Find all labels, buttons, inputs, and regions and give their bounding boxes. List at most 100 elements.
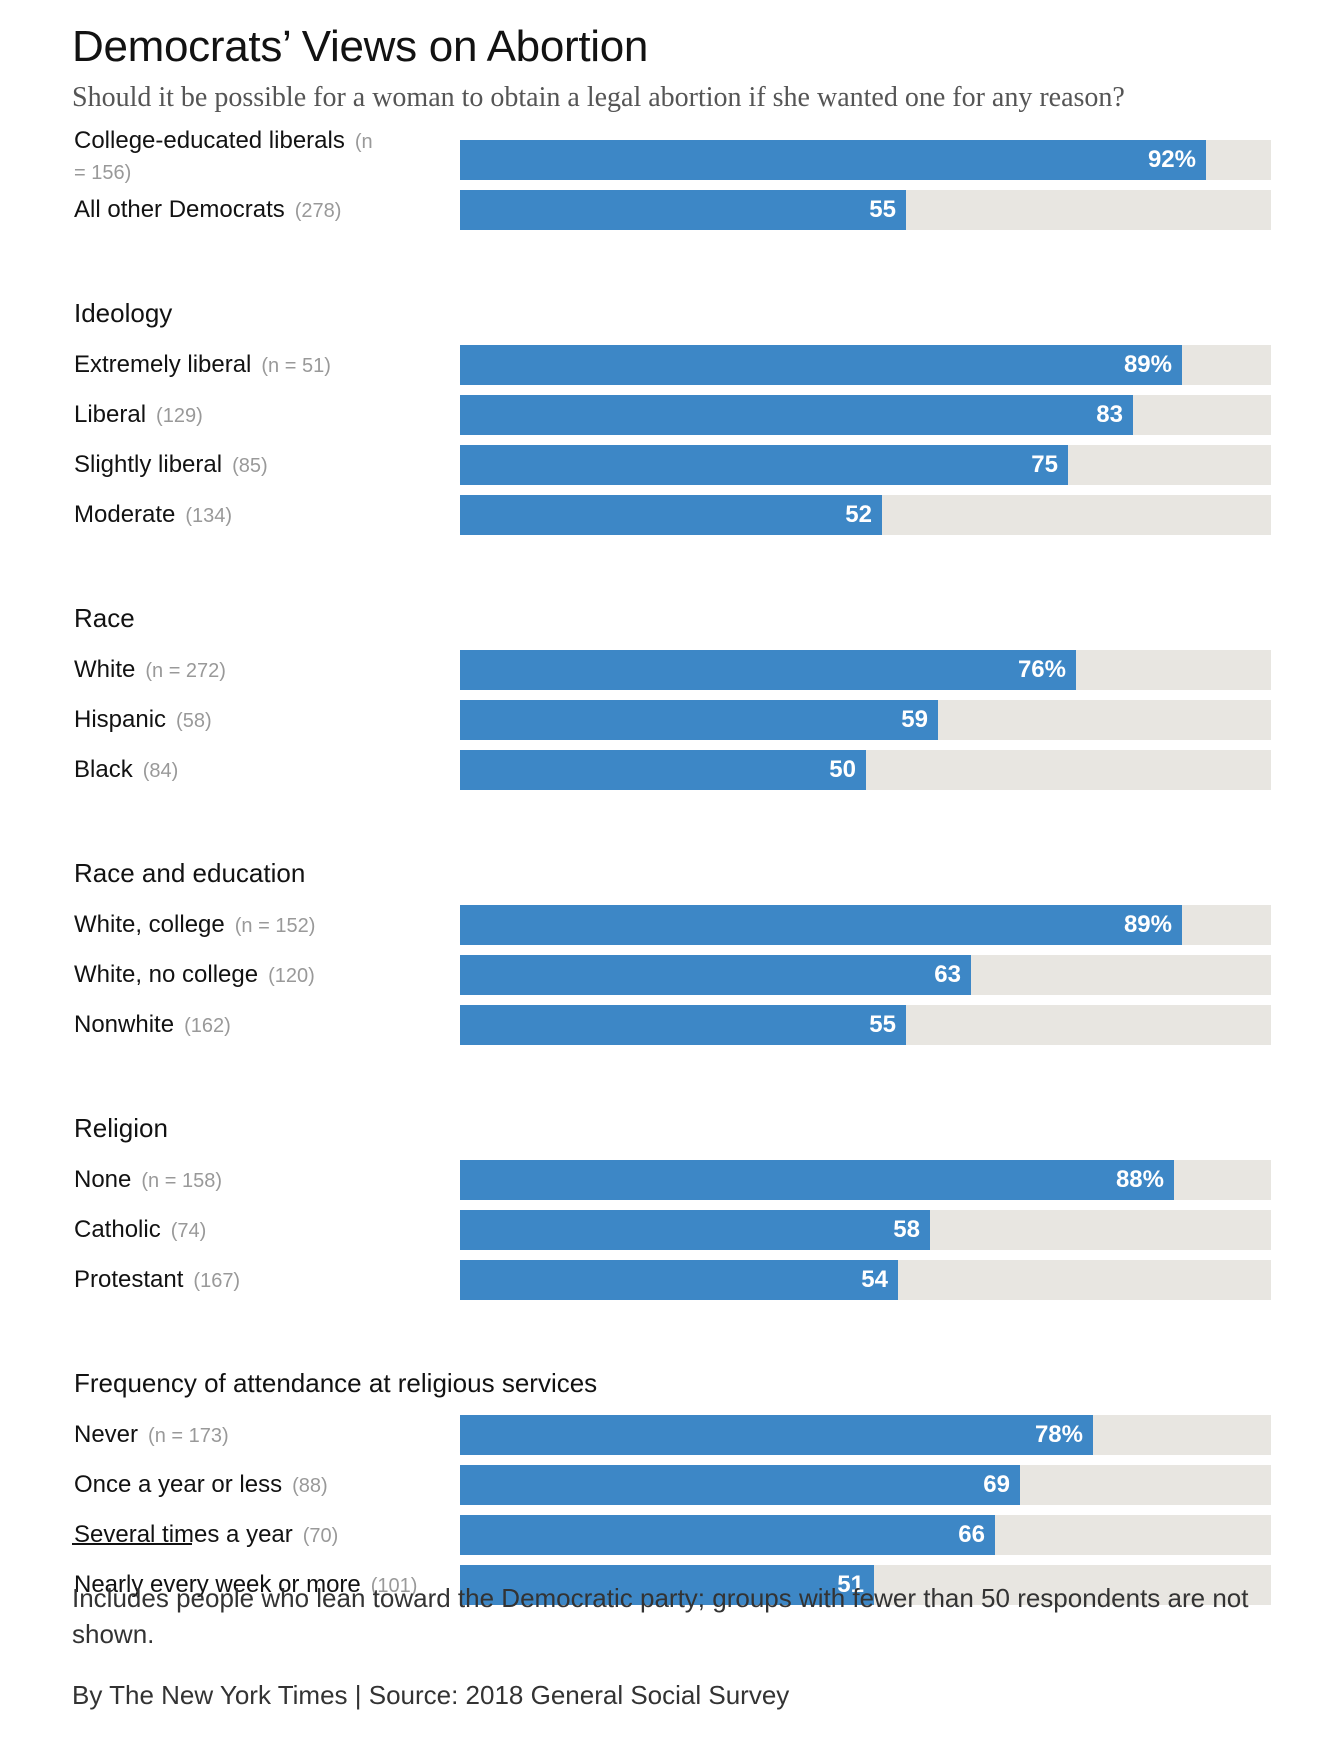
bar: 52 <box>460 495 882 535</box>
bar-value-label: 54 <box>861 1266 888 1293</box>
bar-value-label: 66 <box>958 1521 985 1548</box>
bar-value-label: 78% <box>1034 1421 1083 1448</box>
bar-value-label: 76% <box>1017 656 1066 683</box>
sample-size: (n = 156) <box>74 131 373 184</box>
section-heading: Ideology <box>74 298 173 328</box>
bar: 89% <box>460 905 1182 945</box>
bar: 55 <box>460 1005 906 1045</box>
bar: 66 <box>460 1515 995 1555</box>
bar: 59 <box>460 700 938 740</box>
row-label-text: Slightly liberal <box>74 451 223 478</box>
sample-size: (n = 272) <box>145 660 226 682</box>
bar-value-label: 58 <box>893 1216 920 1243</box>
bar-track: 50 <box>460 750 1271 790</box>
bar-value-label: 52 <box>845 501 872 528</box>
bar-track: 89% <box>460 345 1271 385</box>
row-label-text: Black <box>74 756 133 783</box>
bar: 78% <box>460 1415 1093 1455</box>
bar-value-label: 92% <box>1147 146 1196 173</box>
row-label-text: Nonwhite <box>74 1011 175 1038</box>
bar-track: 76% <box>460 650 1271 690</box>
bar: 69 <box>460 1465 1020 1505</box>
sample-size: (70) <box>302 1525 339 1547</box>
row-label: Hispanic (58) <box>74 705 454 736</box>
row-label-text: None <box>74 1166 132 1193</box>
row-label-text: Moderate <box>74 501 176 528</box>
row-label-text: Extremely liberal <box>74 351 252 378</box>
row-label: Several times a year (70) <box>74 1520 454 1551</box>
row-label-text: White <box>74 656 136 683</box>
row-label-text: White, no college <box>74 961 259 988</box>
row-label-text: Nearly every week or more <box>74 1571 361 1598</box>
row-label: Extremely liberal (n = 51) <box>74 350 454 381</box>
bar-value-label: 55 <box>869 196 896 223</box>
sample-size: (58) <box>176 710 212 732</box>
bar: 58 <box>460 1210 930 1250</box>
row-label: White (n = 272) <box>74 655 454 686</box>
bar-track: 75 <box>460 445 1271 485</box>
bar-track: 55 <box>460 190 1271 230</box>
bar-track: 83 <box>460 395 1271 435</box>
bar-value-label: 51 <box>837 1571 864 1598</box>
bar-value-label: 83 <box>1096 401 1123 428</box>
bar-track: 52 <box>460 495 1271 535</box>
bar-rows: College-educated liberals (n = 156) 92% All… <box>74 126 1271 1605</box>
row-label: Nonwhite (162) <box>74 1010 454 1041</box>
chart-title: Democrats’ Views on Abortion <box>72 22 649 71</box>
bar: 75 <box>460 445 1068 485</box>
row-label: Nearly every week or more (101) <box>74 1570 454 1601</box>
sample-size: (74) <box>170 1220 207 1242</box>
bar: 55 <box>460 190 906 230</box>
row-label: None (n = 158) <box>74 1165 454 1196</box>
row-label-text: Never <box>74 1421 139 1448</box>
bar: 50 <box>460 750 866 790</box>
bar-value-label: 50 <box>829 756 856 783</box>
bar-track: 66 <box>460 1515 1271 1555</box>
section-heading: Frequency of attendance at religious ser… <box>74 1368 598 1398</box>
section-heading: Religion <box>74 1113 168 1143</box>
sample-size: (134) <box>185 505 233 527</box>
sample-size: (n = 51) <box>261 355 331 377</box>
row-label: White, college (n = 152) <box>74 910 454 941</box>
row-label: White, no college (120) <box>74 960 454 991</box>
row-label-text: Protestant <box>74 1266 184 1293</box>
section-heading: Race <box>74 603 135 633</box>
bar-value-label: 88% <box>1115 1166 1164 1193</box>
bar-track: 89% <box>460 905 1271 945</box>
bar: 88% <box>460 1160 1174 1200</box>
bar: 83 <box>460 395 1133 435</box>
bar-value-label: 89% <box>1123 911 1172 938</box>
sample-size: (88) <box>292 1475 328 1497</box>
section-heading: Race and education <box>74 858 306 888</box>
row-label-text: White, college <box>74 911 225 938</box>
sample-size: (84) <box>142 760 179 782</box>
bar-track: 54 <box>460 1260 1271 1300</box>
sample-size: (101) <box>370 1575 418 1597</box>
bar-value-label: 89% <box>1123 351 1172 378</box>
row-label-text: Hispanic <box>74 706 167 733</box>
sample-size: (120) <box>268 965 315 987</box>
sample-size: (278) <box>294 200 342 222</box>
row-label: Never (n = 173) <box>74 1420 454 1451</box>
row-label: College-educated liberals (n = 156) <box>74 126 374 188</box>
sample-size: (n = 173) <box>148 1425 229 1447</box>
row-label: Once a year or less (88) <box>74 1470 454 1501</box>
sample-size: (129) <box>156 405 203 427</box>
bar: 54 <box>460 1260 898 1300</box>
bar: 51 <box>460 1565 874 1605</box>
bar-track: 88% <box>460 1160 1271 1200</box>
bar-track: 58 <box>460 1210 1271 1250</box>
row-label: Black (84) <box>74 755 454 786</box>
row-label: Catholic (74) <box>74 1215 454 1246</box>
row-label-text: Catholic <box>74 1216 161 1243</box>
bar-value-label: 75 <box>1031 451 1058 478</box>
bar-track: 63 <box>460 955 1271 995</box>
bar: 92% <box>460 140 1206 180</box>
sample-size: (167) <box>193 1270 241 1292</box>
bar-track: 51 <box>460 1565 1271 1605</box>
sample-size: (85) <box>232 455 268 477</box>
bar: 63 <box>460 955 971 995</box>
row-label-text: All other Democrats <box>74 196 285 223</box>
row-label: Moderate (134) <box>74 500 454 531</box>
